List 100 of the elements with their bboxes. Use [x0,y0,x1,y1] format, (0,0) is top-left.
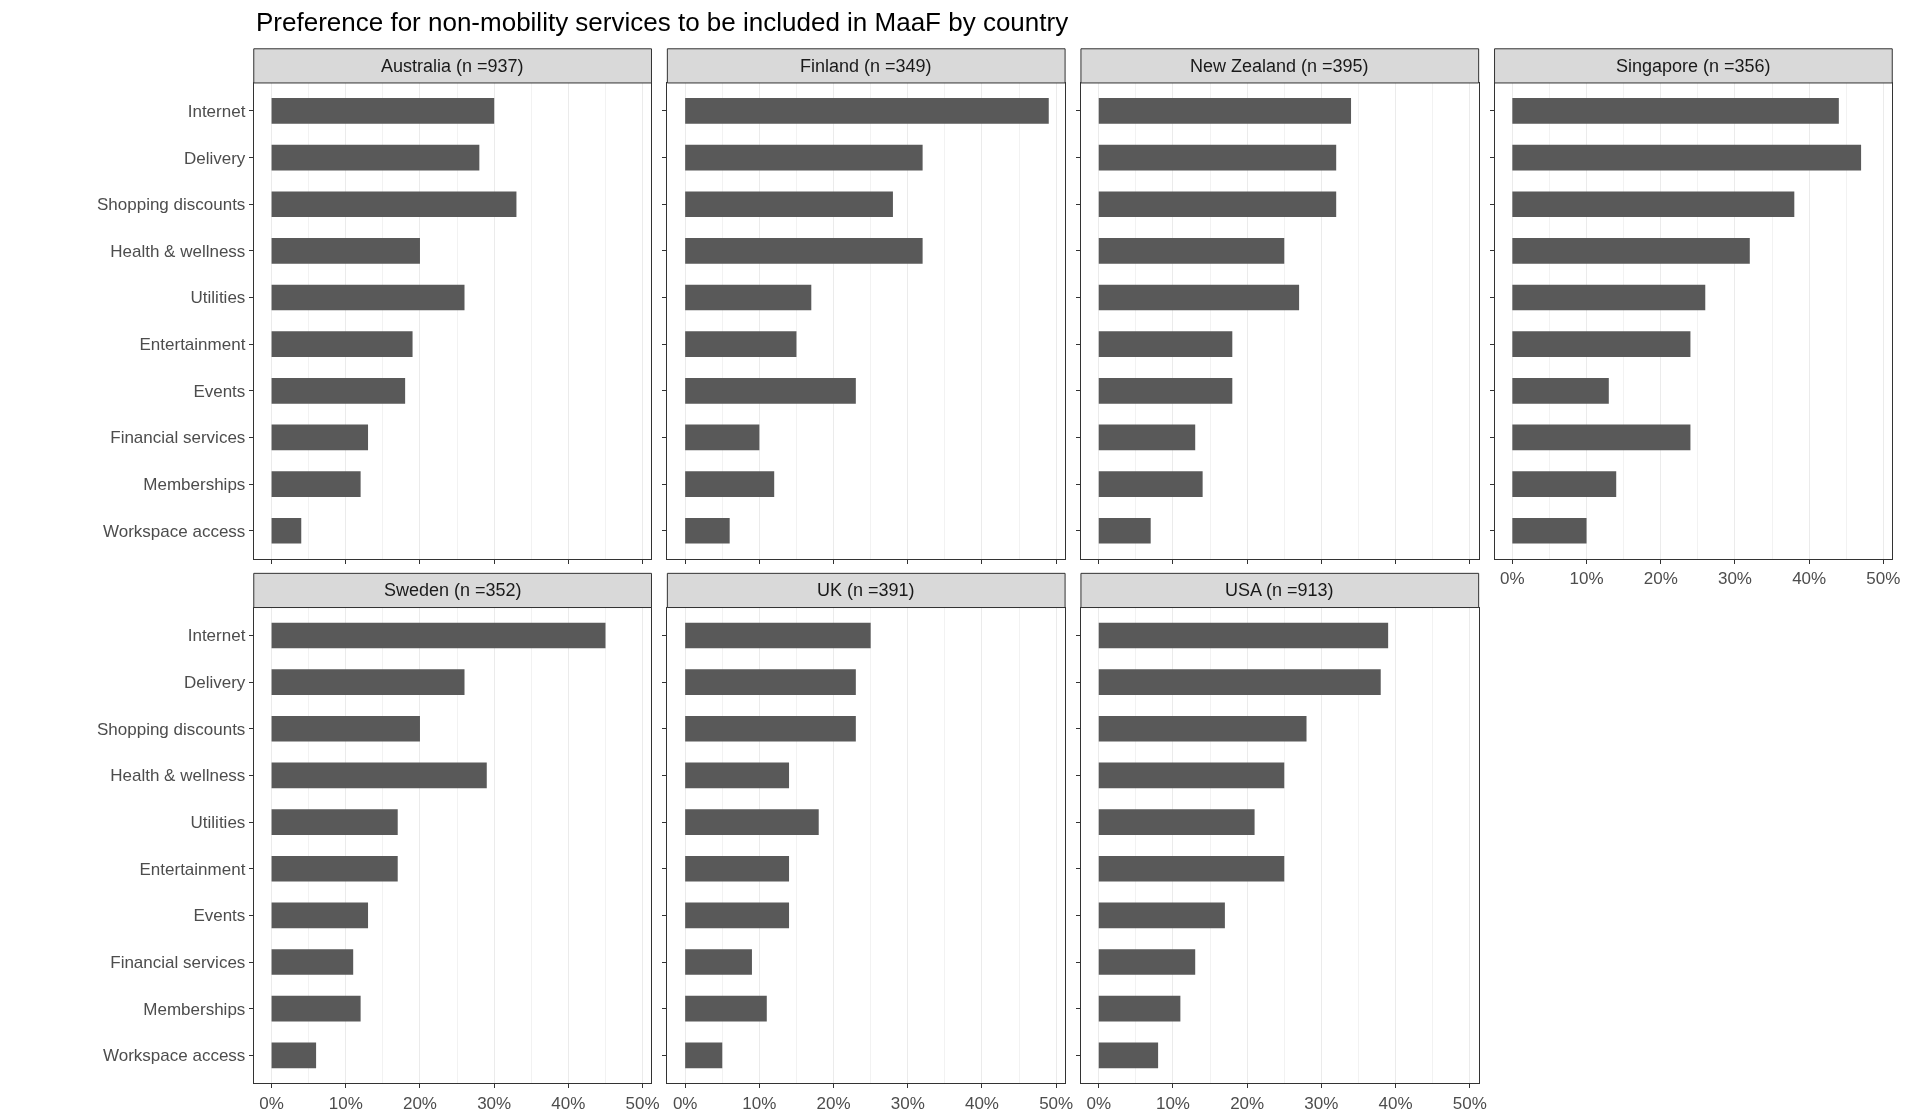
bar [1098,238,1285,264]
bar [685,191,893,218]
x-tick-label: 10% [1569,569,1604,589]
bar [271,424,369,451]
bar [271,471,361,497]
bar [271,902,369,929]
bar [1098,144,1337,171]
x-tick-label: 0% [1086,1093,1112,1113]
bar [1098,949,1196,975]
y-tick-label: Internet [187,626,246,646]
bar [1098,424,1196,451]
bar [685,331,797,357]
bar [1098,762,1285,789]
y-tick-label: Events [193,906,246,926]
bar [1512,144,1862,171]
bar [685,949,752,975]
bar [685,144,923,171]
bar [271,144,480,171]
chart-title: New Zealand (n =395) [1190,56,1369,76]
bar [271,517,302,544]
y-tick-label: Shopping discounts [96,195,246,215]
bar [1098,284,1300,311]
bar [685,98,1049,124]
y-tick-label: Utilities [190,813,246,833]
x-tick-label: 0% [1500,569,1525,589]
x-tick-label: 30% [1717,569,1752,589]
x-tick-label: 30% [1304,1093,1339,1113]
x-tick-label: 20% [1230,1093,1265,1113]
bar [271,855,398,882]
x-tick-label: 50% [1866,569,1901,589]
bar [1098,331,1233,357]
bar [1512,284,1706,311]
bar [1098,809,1255,835]
y-tick-label: Events [193,381,246,401]
y-tick-label: Health & wellness [110,241,246,261]
bar [1098,902,1225,929]
x-tick-label: 20% [1643,569,1678,589]
y-tick-label: Financial services [110,428,246,448]
text: Preference for non-mobility services to be included in MaaF by country [256,7,1069,37]
bar [1098,517,1151,544]
y-tick-label: Entertainment [139,335,246,355]
bar [685,622,871,649]
bar [271,98,495,124]
y-tick-label: Health & wellness [110,766,246,786]
bar [271,715,420,742]
bar [1098,669,1381,695]
chart-title: Sweden (n =352) [384,580,522,600]
y-tick-label: Workspace access [103,1046,246,1066]
bar [685,1042,723,1069]
bar [685,762,790,789]
bar [685,284,812,311]
y-tick-label: Entertainment [139,859,246,879]
bar [271,622,606,649]
bar [1512,191,1795,218]
y-tick-label: Delivery [183,673,246,693]
chart-title: UK (n =391) [817,580,915,600]
bar [685,995,767,1022]
bar [271,669,465,695]
bar [1512,331,1691,357]
y-tick-label: Memberships [143,999,246,1019]
bar [1098,191,1337,218]
bar [271,331,413,357]
bar [271,284,465,311]
chart-title: USA (n =913) [1225,580,1334,600]
x-tick-label: 0% [672,1093,698,1113]
bar [685,471,775,497]
x-tick-label: 10% [742,1093,777,1113]
bar [685,715,856,742]
x-tick-label: 50% [1039,1093,1074,1113]
bar [271,191,517,218]
bar [1512,424,1691,451]
bar [685,424,760,451]
x-tick-label: 20% [816,1093,851,1113]
bar [1098,471,1203,497]
bar [1098,377,1233,404]
bar [271,377,406,404]
x-tick-label: 40% [1792,569,1827,589]
bar [271,762,487,789]
y-tick-label: Memberships [143,475,246,495]
bar [271,809,398,835]
chart-title: Singapore (n =356) [1616,56,1771,76]
bar [1098,1042,1159,1069]
bar [1098,622,1389,649]
bar [685,809,819,835]
bar [271,995,361,1022]
x-tick-label: 40% [1378,1093,1413,1113]
y-tick-label: Shopping discounts [96,719,246,739]
x-tick-label: 50% [1452,1093,1487,1113]
bar [685,238,923,264]
bar [685,855,790,882]
bar [1098,995,1181,1022]
y-tick-label: Internet [187,101,246,121]
bar [271,1042,317,1069]
bar [1512,238,1750,264]
y-tick-label: Delivery [183,148,246,168]
x-tick-label: 20% [402,1093,437,1113]
bar [271,949,354,975]
y-tick-label: Utilities [190,288,246,308]
chart-title: Australia (n =937) [381,56,524,76]
y-tick-label: Financial services [110,952,246,972]
